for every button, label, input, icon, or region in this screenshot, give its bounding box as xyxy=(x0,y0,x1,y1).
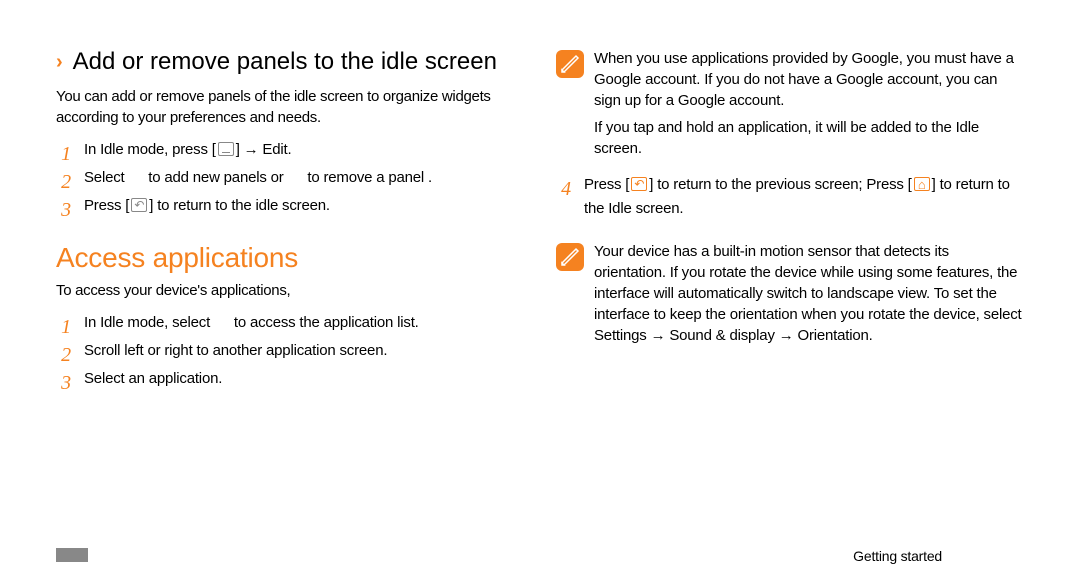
back-key-icon xyxy=(631,177,647,191)
step-2-b: to add new panels or xyxy=(144,169,287,186)
back-key-icon xyxy=(131,198,147,212)
subheading-text: Add or remove panels to the idle screen xyxy=(73,48,497,76)
chevron-icon: › xyxy=(56,51,63,74)
step-4: Press [ ] to return to the previous scree… xyxy=(556,173,1024,221)
menu-key-icon xyxy=(218,142,234,156)
note-google-p1: When you use applications provided by Go… xyxy=(594,48,1024,111)
access-intro: To access your device's applications, xyxy=(56,280,524,301)
step-4-mid: ] to return to the previous screen; Pres… xyxy=(649,176,911,193)
two-column-layout: › Add or remove panels to the idle scree… xyxy=(56,48,1024,411)
note-orientation-text: Your device has a built-in motion sensor… xyxy=(594,241,1024,346)
note-google-p2: If you tap and hold an application, it w… xyxy=(594,117,1024,159)
note-text-block: Your device has a built-in motion sensor… xyxy=(594,241,1024,352)
panels-steps-list: In Idle mode, press [ ] → Edit. Select to… xyxy=(56,138,524,218)
step-3: Press [ ] to return to the idle screen. xyxy=(56,194,524,218)
note-icon xyxy=(556,50,584,78)
access-step-3: Select an application. xyxy=(56,367,524,391)
step-4-pre: Press [ xyxy=(584,176,629,193)
step-2: Select to add new panels or to remove a … xyxy=(56,166,524,190)
step-2-c: to remove a panel . xyxy=(303,169,432,186)
step-3-pre: Press [ xyxy=(84,197,129,214)
step-2-a: Select xyxy=(84,169,128,186)
subheading-add-remove-panels: › Add or remove panels to the idle scree… xyxy=(56,48,524,76)
access-steps-list: In Idle mode, select to access the appli… xyxy=(56,311,524,391)
access-step-1: In Idle mode, select to access the appli… xyxy=(56,311,524,335)
access-step-1-a: In Idle mode, select xyxy=(84,314,214,331)
note-icon xyxy=(556,243,584,271)
note-text-block: When you use applications provided by Go… xyxy=(594,48,1024,165)
section-heading-access-apps: Access applications xyxy=(56,242,524,274)
intro-text: You can add or remove panels of the idle… xyxy=(56,86,524,128)
right-column: When you use applications provided by Go… xyxy=(556,48,1024,411)
page-tab-graphic xyxy=(56,548,88,562)
home-key-icon xyxy=(914,177,930,191)
manual-page: › Add or remove panels to the idle scree… xyxy=(0,0,1080,586)
note-orientation: Your device has a built-in motion sensor… xyxy=(556,241,1024,352)
access-step-1-b: to access the application list. xyxy=(230,314,419,331)
step-1-pre: In Idle mode, press [ xyxy=(84,141,216,158)
step-1-post: ] → Edit. xyxy=(236,141,292,158)
step-1: In Idle mode, press [ ] → Edit. xyxy=(56,138,524,162)
left-column: › Add or remove panels to the idle scree… xyxy=(56,48,524,411)
step-3-post: ] to return to the idle screen. xyxy=(149,197,330,214)
footer-section-label: Getting started xyxy=(853,548,942,564)
return-step-list: Press [ ] to return to the previous scree… xyxy=(556,173,1024,221)
access-step-2: Scroll left or right to another applicat… xyxy=(56,339,524,363)
note-google-account: When you use applications provided by Go… xyxy=(556,48,1024,165)
